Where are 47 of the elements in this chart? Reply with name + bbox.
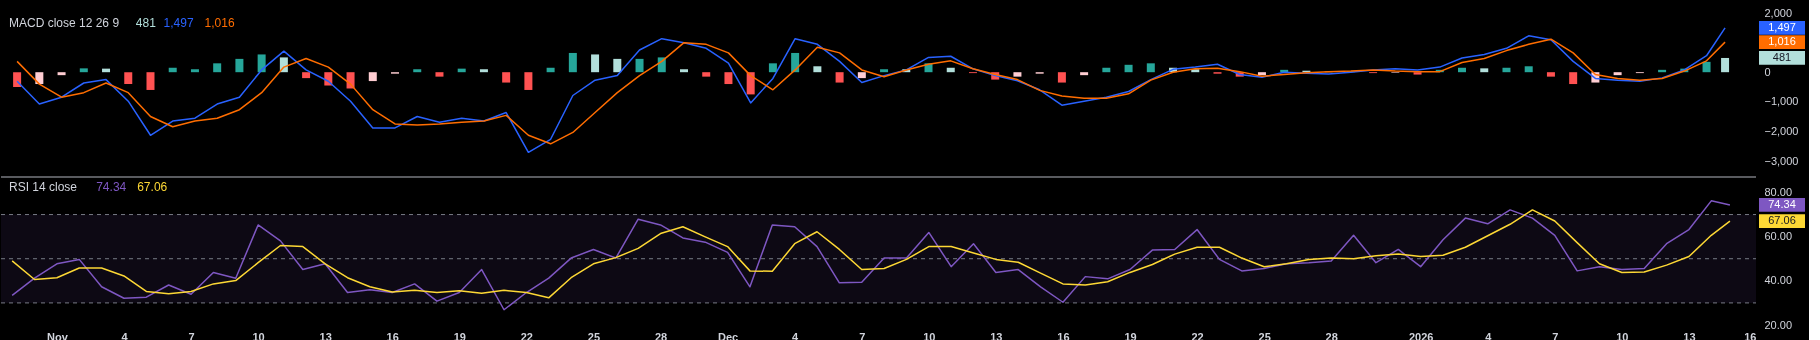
x-tick-label: Nov	[47, 330, 69, 340]
x-tick-label: 22	[1191, 330, 1204, 340]
annotation: 74.34	[96, 180, 127, 194]
text: 1,497	[1768, 20, 1796, 33]
x-tick-label: 28	[654, 330, 668, 340]
y-tick-label: −2,000	[1764, 124, 1799, 137]
chart-title: MACD close 12 26 9	[9, 16, 120, 30]
x-tick-label: 16	[1057, 330, 1070, 340]
x-tick-label: 7	[1552, 330, 1559, 340]
x-tick-label: 10	[923, 330, 936, 340]
x-tick-label: 19	[1124, 330, 1137, 340]
x-tick-label: 13	[1683, 330, 1696, 340]
x-tick-label: 4	[792, 330, 800, 340]
x-tick-label: 4	[121, 330, 129, 340]
y-tick-label: −1,000	[1764, 95, 1799, 108]
y-tick-label: 80.00	[1764, 185, 1793, 198]
x-tick-label: 25	[1258, 330, 1271, 340]
x-tick-label: 22	[520, 330, 534, 340]
y-tick-label: 60.00	[1764, 230, 1793, 243]
x-tick-label: 4	[1485, 330, 1493, 340]
x-tick-label: 25	[587, 330, 601, 340]
x-tick-label: 19	[453, 330, 466, 340]
x-tick-label: 7	[859, 330, 866, 340]
text: 67.06	[1768, 214, 1796, 227]
annotation: 67.06	[137, 180, 168, 194]
y-tick-label: 40.00	[1764, 274, 1793, 287]
annotation: 1,016	[204, 16, 235, 30]
annotation: 1,497	[163, 16, 194, 30]
y-tick-label: 20.00	[1764, 318, 1793, 331]
x-tick-label: 10	[252, 330, 265, 340]
text: 481	[1772, 50, 1792, 63]
x-tick-label: 2026	[1408, 330, 1434, 340]
y-tick-label: 2,000	[1764, 6, 1793, 19]
text: 1,016	[1768, 35, 1796, 48]
x-tick-label: 13	[990, 330, 1003, 340]
x-tick-label: 16	[1744, 330, 1757, 340]
x-tick-label: 16	[386, 330, 399, 340]
text: 74.34	[1768, 197, 1796, 210]
x-tick-label: 7	[188, 330, 195, 340]
y-tick-label: −3,000	[1764, 154, 1799, 167]
y-tick-label: 0	[1764, 65, 1771, 78]
x-tick-label: 10	[1616, 330, 1629, 340]
annotation: 481	[135, 16, 157, 30]
x-tick-label: Dec	[718, 330, 739, 340]
x-tick-label: 13	[319, 330, 332, 340]
chart-title: RSI 14 close	[9, 180, 78, 194]
x-tick-label: 28	[1325, 330, 1338, 340]
